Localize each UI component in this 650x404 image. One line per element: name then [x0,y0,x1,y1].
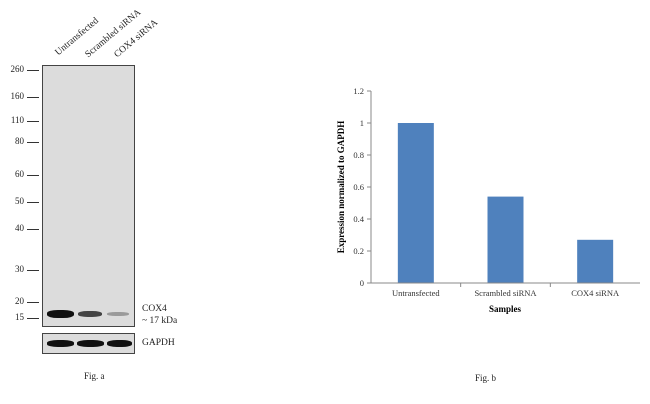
target-protein-label: COX4 [142,304,167,314]
band-gapdh-knockdown [107,340,132,347]
ladder-label: 15 [15,312,24,322]
y-axis-label: Expression normalized to GAPDH [336,121,346,254]
x-tick-label: Untransfected [392,288,440,298]
ladder-tick [27,175,39,176]
ladder-tick [27,270,39,271]
bar [397,123,434,283]
blot-membrane-cox4 [42,65,135,327]
ladder-tick [27,70,39,71]
western-blot-panel: Untransfected Scrambled siRNA COX4 siRNA… [0,0,220,404]
ladder-tick [27,121,39,122]
bar [487,196,524,283]
ladder-label: 50 [15,196,24,206]
ladder-tick [27,142,39,143]
ladder-label: 30 [15,264,24,274]
blot-membrane-gapdh [42,333,135,354]
ladder-label: 110 [10,115,24,125]
x-axis-label: Samples [489,304,522,314]
band-gapdh-scrambled [77,340,104,347]
ladder-label: 160 [10,91,25,101]
y-axis: 0 0.2 0.4 0.6 0.8 1 1.2 [353,86,372,288]
y-tick-label: 0.2 [353,246,364,256]
y-tick-label: 1.2 [353,86,364,96]
ladder-tick [27,97,39,98]
target-size-label: ~ 17 kDa [142,316,178,326]
band-gapdh-untransfected [47,340,74,347]
ladder-tick [27,302,39,303]
band-cox4-untransfected [47,310,74,318]
y-tick-label: 0.4 [353,214,364,224]
ladder-label: 40 [15,223,24,233]
ladder-label: 20 [15,296,24,306]
ladder-label: 260 [10,64,25,74]
y-tick-label: 0 [360,278,364,288]
bar [577,239,614,283]
ladder-tick [27,229,39,230]
figure-a-caption: Fig. a [84,371,105,381]
ladder-tick [27,318,39,319]
y-tick-label: 0.6 [353,182,364,192]
bars [397,123,614,283]
ladder-tick [27,202,39,203]
x-tick-label: COX4 siRNA [571,288,620,298]
ladder-label: 60 [15,169,24,179]
band-cox4-scrambled [78,311,102,317]
loading-control-label: GAPDH [142,338,175,348]
band-cox4-knockdown [107,312,129,316]
x-tick-label: Scrambled siRNA [474,288,537,298]
y-tick-label: 1 [360,118,364,128]
figure-b-caption: Fig. b [475,373,497,383]
y-tick-label: 0.8 [353,150,364,160]
ladder-label: 80 [15,136,24,146]
x-axis: Untransfected Scrambled siRNA COX4 siRNA [371,282,640,298]
